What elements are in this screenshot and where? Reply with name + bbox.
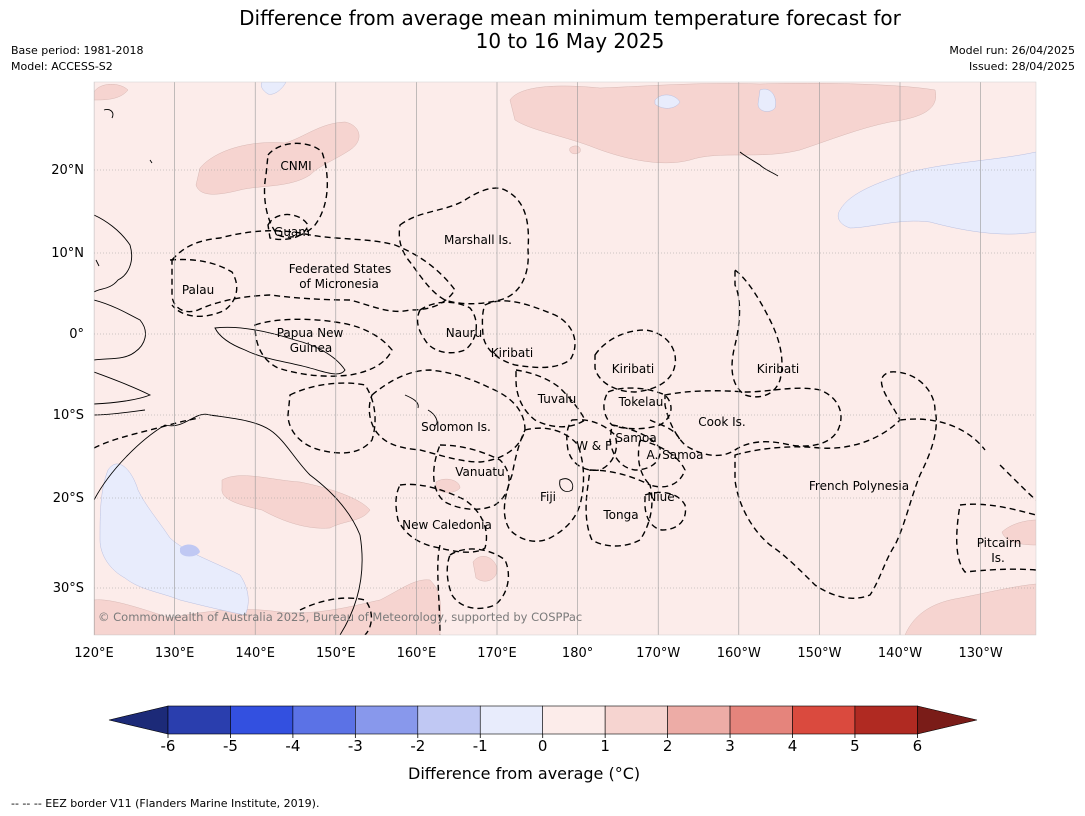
colorbar: -6 -5 -4 -3 -2 -1 0 1 2 3 4 5 6	[108, 705, 978, 755]
latitude-tick-label: 0°	[69, 327, 84, 342]
place-label-kiribati-w: Kiribati	[491, 346, 533, 360]
place-label-guam: Guam	[274, 225, 310, 239]
colorbar-tick-label: 6	[913, 737, 923, 755]
chart-title: Difference from average mean minimum tem…	[0, 7, 1085, 53]
colorbar-tick-label: -6	[161, 737, 176, 755]
title-line-2: 10 to 16 May 2025	[475, 29, 665, 53]
latitude-tick-label: 10°N	[51, 246, 84, 261]
base-period: Base period: 1981-2018	[11, 44, 144, 57]
longitude-tick-label: 140°W	[878, 646, 922, 661]
colorbar-swatch	[667, 705, 731, 735]
place-label-vanuatu: Vanuatu	[455, 465, 505, 479]
copyright-notice: © Commonwealth of Australia 2025, Bureau…	[98, 610, 582, 624]
colorbar-tick-label: -1	[473, 737, 488, 755]
run-info: Model run: 26/04/2025 Issued: 28/04/2025	[949, 43, 1075, 75]
place-label-tuvalu: Tuvalu	[537, 392, 577, 406]
place-label-fiji: Fiji	[540, 490, 556, 504]
colorbar-swatch	[729, 705, 793, 735]
eez-borders	[94, 142, 1036, 635]
longitude-tick-label: 150°W	[797, 646, 841, 661]
coastlines	[94, 109, 779, 635]
eez-footnote: -- -- -- EEZ border V11 (Flanders Marine…	[11, 797, 320, 810]
longitude-tick-label: 180°	[562, 646, 593, 661]
longitude-tick-label: 160°E	[397, 646, 437, 661]
place-label-samoa: Samoa	[615, 431, 656, 445]
place-label-tonga: Tonga	[602, 508, 638, 522]
colorbar-tick-label: 5	[850, 737, 860, 755]
colorbar-swatch	[604, 705, 668, 735]
colorbar-tick-label: 4	[788, 737, 798, 755]
longitude-tick-label: 130°W	[959, 646, 1003, 661]
colorbar-swatch	[167, 705, 231, 735]
model-run: Model run: 26/04/2025	[949, 44, 1075, 57]
longitude-tick-label: 170°W	[636, 646, 680, 661]
latitude-tick-label: 20°N	[51, 163, 84, 178]
longitude-tick-label: 150°E	[316, 646, 356, 661]
title-line-1: Difference from average mean minimum tem…	[239, 6, 901, 30]
colorbar-tick-label: 2	[663, 737, 673, 755]
place-label-marshall: Marshall Is.	[444, 233, 512, 247]
colorbar-swatch	[479, 705, 544, 735]
colorbar-tick-label: 3	[725, 737, 735, 755]
colorbar-low-extend	[108, 705, 169, 735]
colorbar-swatch	[792, 705, 856, 735]
colorbar-swatch	[230, 705, 294, 735]
place-label-wf: W & F	[576, 439, 612, 453]
model-name: Model: ACCESS-S2	[11, 60, 113, 73]
anomaly-minus2-to-minus1-region	[180, 544, 200, 557]
model-info: Base period: 1981-2018 Model: ACCESS-S2	[11, 43, 143, 75]
latitude-axis: 20°N 10°N 0° 10°S 20°S 30°S	[51, 163, 84, 596]
latitude-tick-label: 10°S	[53, 408, 84, 423]
place-label-cnmi: CNMI	[280, 159, 311, 173]
place-label-palau: Palau	[182, 283, 214, 297]
issued-date: Issued: 28/04/2025	[968, 60, 1075, 73]
longitude-tick-label: 140°E	[235, 646, 275, 661]
colorbar-tick-label: -2	[410, 737, 425, 755]
forecast-map: 120°E 130°E 140°E 150°E 160°E 170°E 180° 170°W 1…	[51, 81, 1037, 755]
place-label-solomon: Solomon Is.	[421, 420, 491, 434]
place-label-kiribati-c: Kiribati	[612, 362, 654, 376]
colorbar-swatch	[355, 705, 419, 735]
colorbar-tick-label: -5	[223, 737, 238, 755]
place-label-tokelau: Tokelau	[618, 395, 664, 409]
place-label-pitcairn1: Pitcairn	[977, 536, 1022, 550]
place-label-fsm2: of Micronesia	[299, 277, 379, 291]
latitude-tick-label: 20°S	[53, 491, 84, 506]
longitude-tick-label: 170°E	[477, 646, 517, 661]
place-label-png1: Papua New	[277, 326, 344, 340]
colorbar-tick-label: 0	[538, 737, 548, 755]
place-label-kiribati-e: Kiribati	[757, 362, 799, 376]
colorbar-swatch	[854, 705, 918, 735]
longitude-tick-label: 130°E	[155, 646, 195, 661]
colorbar-title: Difference from average (°C)	[408, 764, 641, 783]
place-label-fsm1: Federated States	[289, 262, 391, 276]
longitude-tick-label: 160°W	[717, 646, 761, 661]
place-label-pitcairn2: Is.	[991, 551, 1005, 565]
map-plot-area	[94, 82, 1036, 635]
longitude-tick-label: 120°E	[74, 646, 114, 661]
anomaly-1-to-2-regions	[94, 83, 1036, 635]
colorbar-tick-label: 1	[600, 737, 610, 755]
place-label-asamoa: A. Samoa	[647, 448, 704, 462]
map-frame	[93, 81, 1037, 636]
place-label-niue: Niue	[647, 490, 674, 504]
place-label-cook: Cook Is.	[698, 415, 745, 429]
colorbar-swatch	[542, 705, 606, 735]
latitude-tick-label: 30°S	[53, 581, 84, 596]
graticule	[94, 82, 1036, 635]
place-label-newcal: New Caledonia	[402, 518, 492, 532]
place-label-fp: French Polynesia	[809, 479, 909, 493]
anomaly-minus1-to-0-regions	[99, 82, 1036, 616]
colorbar-swatch	[292, 705, 356, 735]
colorbar-high-extend	[917, 705, 978, 735]
colorbar-tick-label: -4	[285, 737, 300, 755]
place-label-nauru: Nauru	[446, 326, 482, 340]
colorbar-swatch	[417, 705, 481, 735]
colorbar-tick-label: -3	[348, 737, 363, 755]
place-label-png2: Guinea	[290, 341, 333, 355]
longitude-axis: 120°E 130°E 140°E 150°E 160°E 170°E 180° 170°W 1…	[74, 646, 1003, 661]
